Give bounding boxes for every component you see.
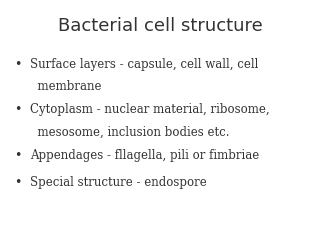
Text: Cytoplasm - nuclear material, ribosome,: Cytoplasm - nuclear material, ribosome, (30, 103, 270, 116)
Text: Special structure - endospore: Special structure - endospore (30, 176, 207, 189)
Text: Bacterial cell structure: Bacterial cell structure (58, 17, 262, 35)
Text: mesosome, inclusion bodies etc.: mesosome, inclusion bodies etc. (30, 126, 230, 139)
Text: Surface layers - capsule, cell wall, cell: Surface layers - capsule, cell wall, cel… (30, 58, 259, 71)
Text: •: • (14, 58, 21, 71)
Text: membrane: membrane (30, 80, 102, 93)
Text: •: • (14, 176, 21, 189)
Text: Appendages - fllagella, pili or fimbriae: Appendages - fllagella, pili or fimbriae (30, 149, 260, 162)
Text: •: • (14, 149, 21, 162)
Text: •: • (14, 103, 21, 116)
